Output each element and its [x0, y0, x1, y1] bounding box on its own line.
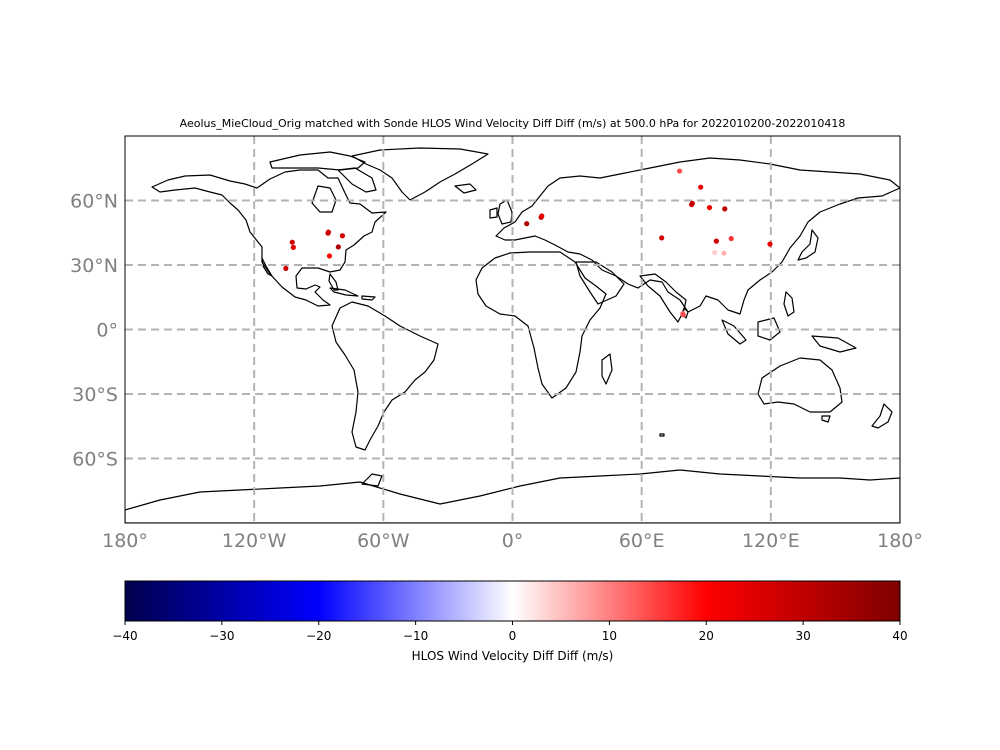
data-point — [335, 244, 341, 250]
lon-tick-label: 180° — [877, 530, 923, 552]
coastline-madagascar — [601, 353, 613, 385]
coastline-iceland — [454, 183, 477, 194]
longitude-tick-labels: 180° 120°W 60°W 0° 60°E 120°E 180° — [102, 530, 923, 552]
data-point — [722, 206, 728, 212]
lon-tick-label: 180° — [102, 530, 148, 552]
lon-tick-label: 120°E — [742, 530, 800, 552]
coastline-eurasia — [495, 157, 900, 315]
colorbar-tick-label: −30 — [209, 629, 234, 643]
colorbar-gradient — [124, 580, 901, 622]
lat-tick-label: 30°S — [72, 384, 118, 406]
coastline-japan — [797, 229, 819, 261]
data-point — [325, 229, 332, 235]
coastline-new-guinea — [811, 335, 857, 353]
data-point — [698, 184, 704, 190]
lon-tick-label: 60°E — [619, 530, 665, 552]
data-point — [728, 235, 734, 242]
coastline-africa — [475, 251, 607, 399]
coastline-tasmania — [821, 415, 831, 423]
coastline-florida — [328, 273, 339, 291]
coastline-cuba — [329, 287, 359, 297]
colorbar-tick-label: 0 — [509, 629, 517, 643]
colorbar: −40 −30 −20 −10 0 10 20 30 40 HLOS Wind Velocity… — [112, 580, 908, 663]
colorbar-tick-label: −10 — [403, 629, 428, 643]
colorbar-tick-label: 40 — [892, 629, 907, 643]
data-point — [524, 221, 530, 227]
lat-tick-label: 60°S — [72, 449, 118, 471]
colorbar-tick-label: 30 — [795, 629, 810, 643]
colorbar-tick-label: 20 — [699, 629, 714, 643]
data-point — [713, 238, 719, 244]
coastline-baffin — [337, 167, 377, 193]
lat-tick-label: 60°N — [70, 191, 118, 213]
coastline-arctic-islands — [269, 151, 366, 171]
data-points — [283, 168, 773, 318]
map-title: Aeolus_MieCloud_Orig matched with Sonde … — [180, 117, 846, 130]
coastline-india — [639, 273, 687, 323]
data-point — [680, 312, 686, 318]
data-point — [289, 239, 295, 245]
coastline-arabia — [575, 261, 625, 305]
colorbar-tick-label: 10 — [602, 629, 617, 643]
colorbar-tick-label: −20 — [306, 629, 331, 643]
data-point — [283, 265, 289, 272]
coastline-ireland — [489, 207, 498, 219]
lon-tick-label: 120°W — [222, 530, 287, 552]
coastline-antarctica — [125, 469, 900, 523]
coastline-greenland — [351, 147, 489, 201]
lat-tick-label: 30°N — [70, 255, 118, 277]
colorbar-ticks: −40 −30 −20 −10 0 10 20 30 40 — [112, 621, 908, 643]
data-point — [721, 250, 727, 256]
coastline-australia — [757, 357, 843, 413]
colorbar-tick-label: −40 — [112, 629, 137, 643]
data-point — [539, 213, 545, 219]
lat-tick-label: 0° — [96, 320, 118, 342]
data-point — [676, 168, 683, 174]
coastline-antarctic-peninsula — [361, 473, 383, 487]
coastline-hudson-bay — [311, 185, 337, 213]
coastline-sumatra — [721, 319, 747, 345]
coastline-philippines — [783, 291, 795, 317]
data-point — [326, 253, 333, 259]
map-axes — [124, 135, 901, 524]
data-point — [290, 244, 296, 250]
data-point — [706, 204, 713, 211]
coastline-north-america — [151, 169, 387, 307]
map-frame — [124, 135, 901, 524]
data-point — [689, 200, 695, 206]
coastline-hispaniola — [361, 295, 376, 301]
coastline-new-zealand — [871, 403, 893, 429]
coastline-south-georgia — [659, 433, 665, 437]
lon-tick-label: 60°W — [357, 530, 410, 552]
latitude-tick-labels: 60°N 30°N 0° 30°S 60°S — [70, 191, 118, 471]
data-point — [767, 241, 773, 247]
colorbar-label: HLOS Wind Velocity Diff Diff (m/s) — [412, 649, 614, 663]
lon-tick-label: 0° — [502, 530, 524, 552]
data-point — [339, 233, 346, 239]
data-point — [712, 249, 718, 256]
data-point — [659, 235, 665, 241]
